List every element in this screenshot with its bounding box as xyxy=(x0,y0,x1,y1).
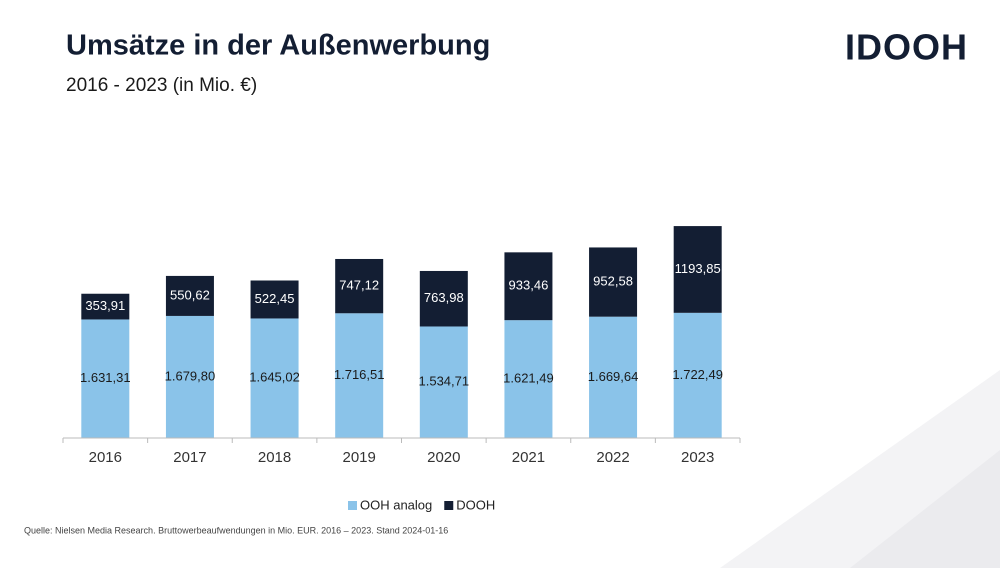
data-label: 353,91 xyxy=(85,298,125,313)
data-label: 1.534,71 xyxy=(419,374,470,389)
bar-segment xyxy=(81,319,130,438)
bar-segment xyxy=(335,258,384,314)
bar-segment xyxy=(250,280,299,319)
bar-segment xyxy=(504,320,553,438)
legend-label: DOOH xyxy=(456,497,495,512)
data-label: 1.722,49 xyxy=(672,367,723,382)
chart-subtitle: 2016 - 2023 (in Mio. €) xyxy=(66,75,257,96)
legend-swatch xyxy=(444,501,454,510)
legend-swatch xyxy=(348,501,357,510)
x-tick-label: 2018 xyxy=(258,449,291,466)
x-tick-label: 2022 xyxy=(596,449,629,466)
bar-segment xyxy=(81,293,130,320)
bar-segment xyxy=(165,275,214,316)
data-label: 522,45 xyxy=(255,291,295,306)
x-tick-label: 2020 xyxy=(427,449,460,466)
data-label: 1.631,31 xyxy=(80,370,131,385)
data-label: 1.679,80 xyxy=(165,368,216,383)
bar-segment xyxy=(673,312,722,438)
data-label: 763,98 xyxy=(424,290,464,305)
data-label: 933,46 xyxy=(509,278,549,293)
bar-segment xyxy=(165,315,214,438)
data-label: 747,12 xyxy=(339,278,379,293)
logo: IDOOH xyxy=(845,27,968,68)
data-label: 1.669,64 xyxy=(588,369,639,384)
bar-segment xyxy=(589,247,638,317)
bar-segment xyxy=(504,252,553,321)
x-tick-label: 2017 xyxy=(173,449,206,466)
data-label: 550,62 xyxy=(170,287,210,302)
source-note: Quelle: Nielsen Media Research. Bruttowe… xyxy=(24,525,448,535)
data-label: 1.621,49 xyxy=(503,371,554,386)
bar-segment xyxy=(419,270,468,327)
data-label: 952,58 xyxy=(593,273,633,288)
x-tick-label: 2021 xyxy=(512,449,545,466)
chart-title: Umsätze in der Außenwerbung xyxy=(66,30,490,62)
decoration xyxy=(850,450,1000,568)
data-label: 1193,85 xyxy=(675,261,721,276)
bar-segment xyxy=(419,326,468,438)
bar-segment xyxy=(335,313,384,438)
x-tick-label: 2023 xyxy=(681,449,714,466)
x-tick-label: 2016 xyxy=(89,449,122,466)
data-label: 1.716,51 xyxy=(334,367,385,382)
data-label: 1.645,02 xyxy=(249,370,300,385)
bar-segment xyxy=(589,316,638,438)
legend-label: OOH analog xyxy=(360,497,432,512)
x-tick-label: 2019 xyxy=(343,449,376,466)
bar-segment xyxy=(250,318,299,438)
bar-segment xyxy=(673,226,722,313)
